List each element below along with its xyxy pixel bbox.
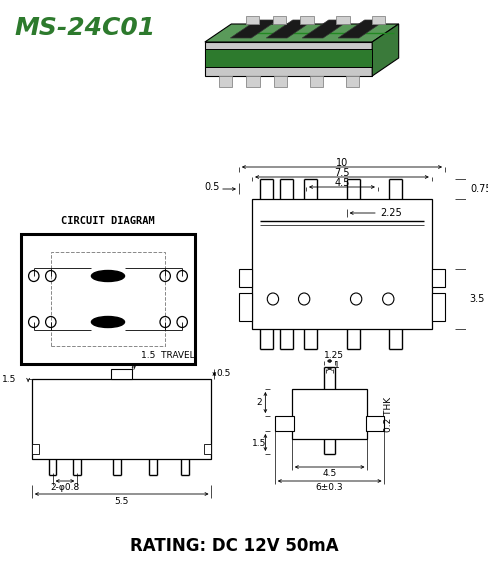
- Bar: [300, 16, 313, 24]
- Text: 3.5: 3.5: [468, 294, 484, 304]
- Bar: [239, 269, 252, 287]
- Bar: [219, 76, 232, 87]
- Text: 2.25: 2.25: [379, 208, 401, 218]
- Text: 5.5: 5.5: [114, 497, 129, 505]
- Text: 1.25: 1.25: [324, 352, 344, 361]
- Bar: [431, 269, 444, 287]
- Text: 6±0.3: 6±0.3: [315, 484, 343, 493]
- Bar: [203, 444, 211, 454]
- Bar: [204, 49, 371, 67]
- Bar: [246, 76, 259, 87]
- Bar: [291, 389, 366, 439]
- Polygon shape: [230, 20, 277, 38]
- Text: MS-24C01: MS-24C01: [15, 16, 156, 40]
- Text: 1.5: 1.5: [2, 374, 17, 384]
- Polygon shape: [204, 42, 371, 76]
- Text: 4.5: 4.5: [322, 469, 336, 479]
- Text: 1.5  TRAVEL: 1.5 TRAVEL: [141, 351, 194, 360]
- Text: 0.5: 0.5: [204, 182, 220, 192]
- Bar: [336, 16, 349, 24]
- Text: 2: 2: [255, 398, 261, 407]
- Polygon shape: [204, 24, 398, 42]
- Bar: [20, 234, 195, 364]
- Ellipse shape: [91, 270, 124, 282]
- Bar: [272, 16, 285, 24]
- Text: 7.5: 7.5: [333, 168, 349, 178]
- Text: 0.75: 0.75: [469, 184, 488, 194]
- Bar: [273, 76, 286, 87]
- Polygon shape: [266, 20, 313, 38]
- Polygon shape: [302, 20, 349, 38]
- Bar: [345, 76, 358, 87]
- Text: 1.5: 1.5: [251, 439, 265, 447]
- Bar: [274, 416, 293, 431]
- Bar: [252, 199, 431, 329]
- Bar: [32, 379, 211, 459]
- Bar: [32, 444, 40, 454]
- Text: 0.5: 0.5: [216, 369, 230, 378]
- Bar: [51, 252, 165, 346]
- Bar: [371, 16, 385, 24]
- Text: CIRCUIT DIAGRAM: CIRCUIT DIAGRAM: [61, 216, 155, 226]
- Text: RATING: DC 12V 50mA: RATING: DC 12V 50mA: [130, 537, 338, 555]
- Polygon shape: [371, 24, 398, 76]
- Bar: [111, 369, 132, 379]
- Text: 1: 1: [334, 361, 339, 369]
- Polygon shape: [338, 20, 385, 38]
- Bar: [431, 293, 444, 321]
- Text: 0.2 THK: 0.2 THK: [384, 397, 393, 431]
- Bar: [245, 16, 258, 24]
- Text: 10: 10: [335, 158, 347, 168]
- Bar: [365, 416, 384, 431]
- Text: 2-φ0.8: 2-φ0.8: [50, 484, 80, 493]
- Bar: [309, 76, 323, 87]
- Text: 4.5: 4.5: [334, 178, 349, 188]
- Ellipse shape: [91, 316, 124, 328]
- Bar: [239, 293, 252, 321]
